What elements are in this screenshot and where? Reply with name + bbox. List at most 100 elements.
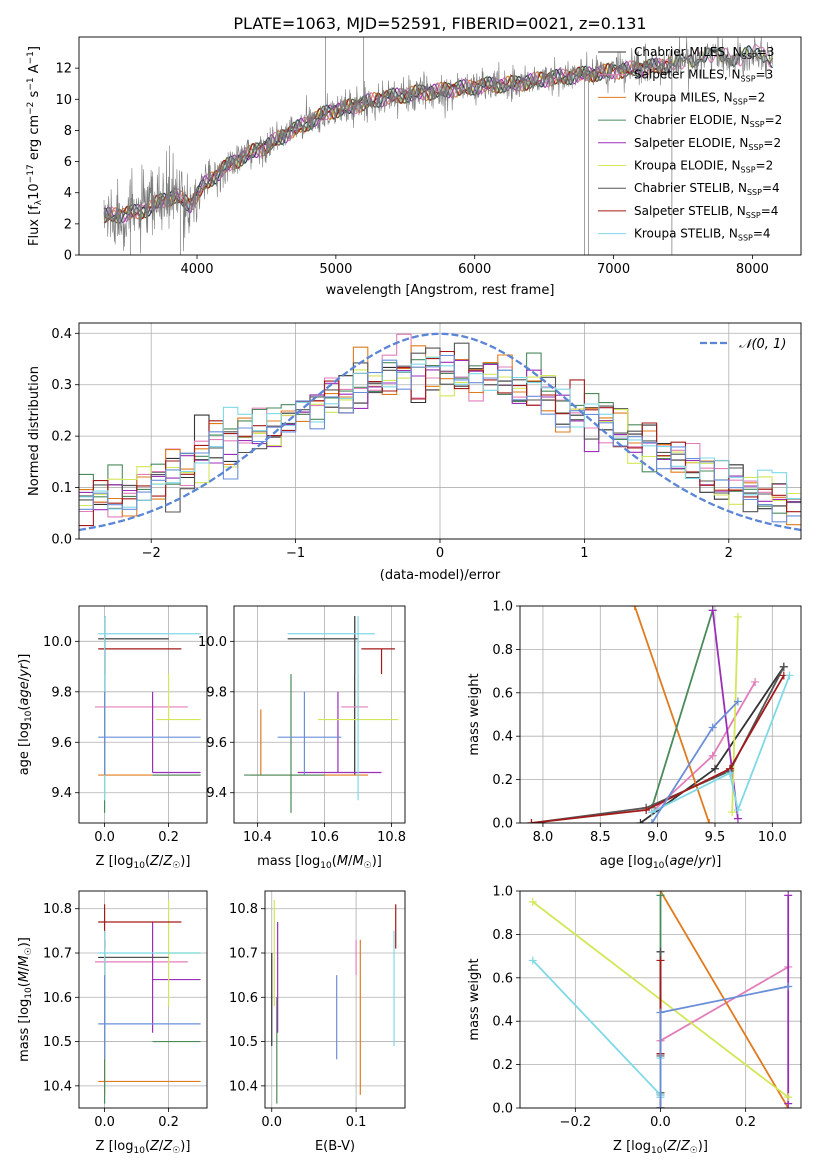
x-axis-label: Z [log10(Z/Z☉)] (613, 1139, 708, 1156)
weight-point (708, 723, 717, 732)
x-axis-label: Z [log10(Z/Z☉)] (96, 1139, 191, 1156)
weight-point (728, 808, 737, 817)
axes-frame (264, 890, 406, 1109)
y-axis-label: mass weight (467, 958, 482, 1040)
x-tick-label: 10.0 (758, 830, 787, 845)
weight-point (708, 606, 717, 615)
y-tick-label: 0.2 (492, 773, 513, 788)
legend-entry: Chabrier ELODIE, NSSP=2 (634, 113, 782, 129)
y-tick-label: 0.8 (492, 643, 513, 658)
x-tick-label: 9.0 (647, 830, 668, 845)
y-tick-label: 0.0 (492, 817, 513, 832)
weight-line (633, 606, 711, 823)
y-tick-label: 2 (64, 217, 72, 232)
weight-point (647, 808, 656, 817)
errorbars (95, 899, 201, 1104)
x-tick-label: 0 (436, 546, 444, 561)
legend-entry: Kroupa STELIB, NSSP=4 (634, 227, 771, 243)
weight-point (656, 891, 665, 900)
legend-entry: Salpeter ELODIE, NSSP=2 (634, 136, 781, 152)
y-tick-label: 0.1 (51, 481, 72, 496)
weight-point (647, 819, 656, 823)
legend-entry: 𝒩(0, 1) (739, 337, 786, 352)
y-axis-label: mass [log10(M/M☉)] (17, 937, 34, 1062)
y-tick-label: 10.4 (43, 1079, 72, 1094)
axes-frame (78, 605, 208, 824)
x-tick-label: 0.1 (346, 1115, 367, 1130)
legend-entry: Chabrier MILES, NSSP=3 (634, 45, 774, 61)
weight-point (528, 897, 537, 906)
weight-vs-age-panel: 8.0 8.5 9.0 9.5 10.0 0.0 0.2 0.4 0.6 0.8 1.0 age [l… (467, 600, 802, 871)
weight-point (733, 697, 742, 706)
mass-vs-metallicity-panel: 0.0 0.2 10.4 10.5 10.6 10.7 10.8 Z [log10(Z/Z☉)… (17, 890, 208, 1156)
spectrum-legend: Chabrier MILES, NSSP=3 Salpeter MILES, NS… (598, 45, 782, 243)
axes-frame (78, 890, 208, 1109)
x-tick-label: 10.4 (243, 830, 272, 845)
axes-frame (233, 605, 406, 824)
y-tick-label: 0.4 (492, 1015, 513, 1030)
x-tick-label: 0.2 (158, 1115, 179, 1130)
y-tick-label: 9.6 (51, 736, 72, 751)
y-tick-label: 0.0 (51, 533, 72, 548)
weight-point (656, 1008, 665, 1017)
x-tick-label: 1 (580, 546, 588, 561)
weight-series (528, 891, 793, 1108)
histogram-series (79, 354, 801, 523)
spectrum-lines (103, 37, 774, 255)
weight-point (725, 769, 734, 778)
y-axis-label: Normed distribution (27, 366, 42, 496)
weight-point (751, 677, 760, 686)
weight-line (651, 610, 714, 809)
weight-point (656, 1104, 665, 1108)
x-tick-label: −0.2 (560, 1115, 592, 1130)
y-tick-label: 0.4 (51, 327, 72, 342)
y-tick-label: 10.4 (229, 1079, 258, 1094)
legend-entry: Kroupa ELODIE, NSSP=2 (634, 159, 773, 175)
x-tick-label: 8.0 (533, 830, 554, 845)
y-tick-label: 1.0 (492, 885, 513, 900)
y-tick-label: 4 (64, 186, 72, 201)
model-spectrum-line (103, 56, 672, 221)
errorbars (271, 899, 397, 1104)
y-tick-label: 0.2 (492, 1058, 513, 1073)
x-tick-label: −2 (142, 546, 161, 561)
x-axis-label: wavelength [Angstrom, rest frame] (326, 283, 555, 298)
weight-point (528, 956, 537, 965)
y-tick-label: 10.5 (229, 1035, 258, 1050)
y-tick-label: 0.0 (492, 1102, 513, 1117)
x-axis-label: age [log10(age/yr)] (600, 854, 722, 871)
y-tick-label: 9.8 (51, 685, 72, 700)
x-tick-label: 2 (725, 546, 733, 561)
x-tick-label: 0.0 (94, 1115, 115, 1130)
spectrum-panel: 4000 5000 6000 7000 8000 0 2 4 6 8 10 12 wavelength … (26, 36, 802, 298)
y-tick-label: 10.6 (43, 991, 72, 1006)
age-vs-metallicity-panel: 0.0 0.2 9.4 9.6 9.8 10.0 Z [log10(Z/Z☉)] age [l… (17, 605, 208, 871)
weight-line (659, 966, 789, 1098)
y-axis-label: age [log10(age/yr)] (17, 654, 34, 776)
y-tick-label: 9.4 (51, 786, 72, 801)
axes-frame (519, 605, 802, 824)
y-tick-label: 10.6 (229, 991, 258, 1006)
weight-point (527, 819, 536, 823)
x-tick-label: 6000 (458, 262, 491, 277)
y-axis-label: mass weight (467, 673, 482, 755)
errorbars (95, 616, 201, 813)
y-tick-label: 0.8 (492, 928, 513, 943)
y-tick-label: 12 (55, 62, 72, 77)
axes-frame (519, 890, 802, 1109)
observed-spectrum-line (103, 37, 774, 254)
x-tick-label: 5000 (319, 262, 352, 277)
x-tick-label: 0.0 (650, 1115, 671, 1130)
y-tick-label: 10.0 (43, 635, 72, 650)
weight-point (784, 1093, 793, 1102)
x-tick-label: 10.8 (377, 830, 406, 845)
weight-point (784, 982, 793, 991)
mass-vs-ebv-panel: 0.0 0.1 10.4 10.5 10.6 10.7 10.8 E(B-V) (229, 890, 406, 1154)
x-axis-label: (data-model)/error (380, 568, 501, 583)
y-tick-label: 9.6 (206, 736, 227, 751)
histogram-lines (79, 332, 801, 532)
weight-series (527, 606, 794, 823)
x-tick-label: 9.5 (705, 830, 726, 845)
x-tick-label: −1 (286, 546, 305, 561)
weight-line (531, 674, 785, 823)
